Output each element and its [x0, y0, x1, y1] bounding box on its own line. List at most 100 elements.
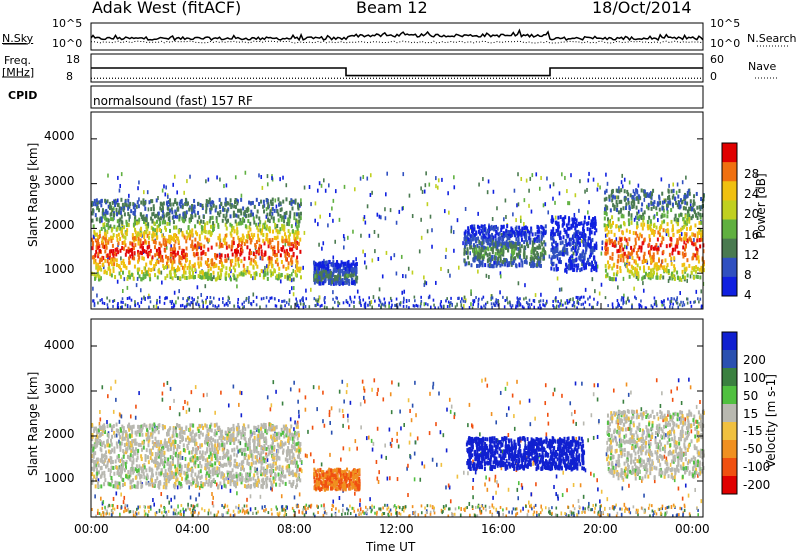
echo-cell — [118, 218, 121, 223]
echo-cell — [345, 280, 348, 285]
echo-cell — [249, 250, 252, 255]
near-range-cell — [227, 299, 229, 303]
echo-cell — [191, 232, 194, 237]
scatter-cell — [126, 285, 129, 290]
echo-cell — [336, 276, 339, 281]
echo-cell — [251, 212, 254, 217]
echo-cell — [107, 218, 110, 223]
echo-cell — [151, 233, 154, 238]
scatter-cell — [288, 298, 291, 303]
scatter-cell — [570, 173, 572, 178]
echo-cell — [324, 260, 327, 265]
echo-cell — [544, 242, 547, 247]
echo-cell — [296, 226, 299, 231]
echo-cell — [514, 226, 517, 231]
echo-cell — [179, 199, 182, 204]
echo-cell — [176, 201, 179, 206]
echo-cell — [175, 211, 178, 216]
echo-cell — [218, 233, 221, 238]
echo-cell — [591, 247, 594, 252]
echo-cell — [289, 210, 292, 215]
near-range-cell — [555, 306, 557, 310]
near-range-cell — [323, 297, 326, 301]
scatter-cell — [206, 392, 208, 397]
echo-cell — [626, 242, 629, 247]
echo-cell — [188, 275, 191, 280]
echo-cell — [147, 224, 150, 229]
echo-cell — [509, 234, 512, 239]
scatter-cell — [316, 188, 319, 193]
near-range-cell — [191, 296, 193, 300]
echo-cell — [210, 231, 213, 236]
echo-cell — [537, 237, 540, 242]
scatter-cell — [495, 507, 498, 512]
echo-cell — [534, 232, 537, 237]
scatter-cell — [128, 217, 131, 222]
echo-cell — [686, 258, 689, 263]
echo-cell — [202, 219, 205, 224]
echo-cell — [474, 255, 477, 260]
echo-cell — [269, 212, 272, 217]
echo-cell — [493, 260, 496, 265]
echo-cell — [214, 277, 217, 282]
near-range-cell — [523, 306, 525, 310]
echo-cell — [127, 246, 130, 251]
echo-cell — [163, 235, 166, 240]
echo-cell — [194, 243, 197, 248]
echo-cell — [181, 205, 184, 210]
echo-cell — [516, 230, 519, 235]
echo-cell — [148, 231, 151, 236]
echo-cell — [464, 234, 467, 239]
echo-cell — [581, 251, 584, 256]
echo-cell — [585, 247, 588, 252]
echo-cell — [527, 244, 530, 249]
echo-cell — [494, 238, 497, 243]
echo-cell — [332, 279, 335, 284]
echo-cell — [658, 196, 661, 201]
scatter-cell — [320, 462, 323, 467]
echo-cell — [121, 246, 124, 251]
echo-cell — [646, 220, 649, 225]
echo-cell — [626, 189, 629, 194]
echo-cell — [681, 226, 684, 231]
echo-cell — [110, 249, 113, 254]
echo-cell — [296, 235, 299, 240]
echo-cell — [280, 215, 283, 220]
echo-cell — [625, 264, 628, 269]
echo-cell — [502, 260, 505, 265]
echo-cell — [649, 194, 652, 199]
scatter-cell — [359, 402, 362, 407]
echo-cell — [567, 241, 570, 246]
echo-cell — [632, 266, 635, 271]
scatter-cell — [181, 455, 184, 460]
echo-cell — [693, 201, 696, 206]
near-range-cell — [228, 297, 231, 301]
echo-cell — [473, 245, 476, 250]
scatter-cell — [168, 500, 171, 505]
echo-cell — [112, 249, 115, 254]
echo-cell — [644, 193, 647, 198]
echo-cell — [684, 244, 687, 249]
echo-cell — [577, 240, 580, 245]
scatter-cell — [552, 182, 555, 187]
near-range-cell — [429, 305, 432, 309]
echo-cell — [651, 273, 654, 278]
echo-cell — [557, 221, 560, 226]
echo-cell — [553, 267, 556, 272]
echo-cell — [633, 200, 636, 205]
near-range-cell — [622, 302, 624, 306]
scatter-cell — [516, 487, 519, 492]
echo-cell — [142, 276, 145, 281]
echo-cell — [668, 198, 671, 203]
echo-cell — [681, 269, 684, 274]
echo-cell — [123, 205, 126, 210]
echo-cell — [107, 240, 110, 245]
echo-cell — [695, 265, 698, 270]
echo-cell — [111, 208, 114, 213]
echo-cell — [184, 217, 187, 222]
echo-cell — [683, 236, 686, 241]
echo-cell — [274, 222, 277, 227]
echo-cell — [137, 249, 140, 254]
echo-cell — [511, 245, 514, 250]
echo-cell — [506, 263, 509, 268]
